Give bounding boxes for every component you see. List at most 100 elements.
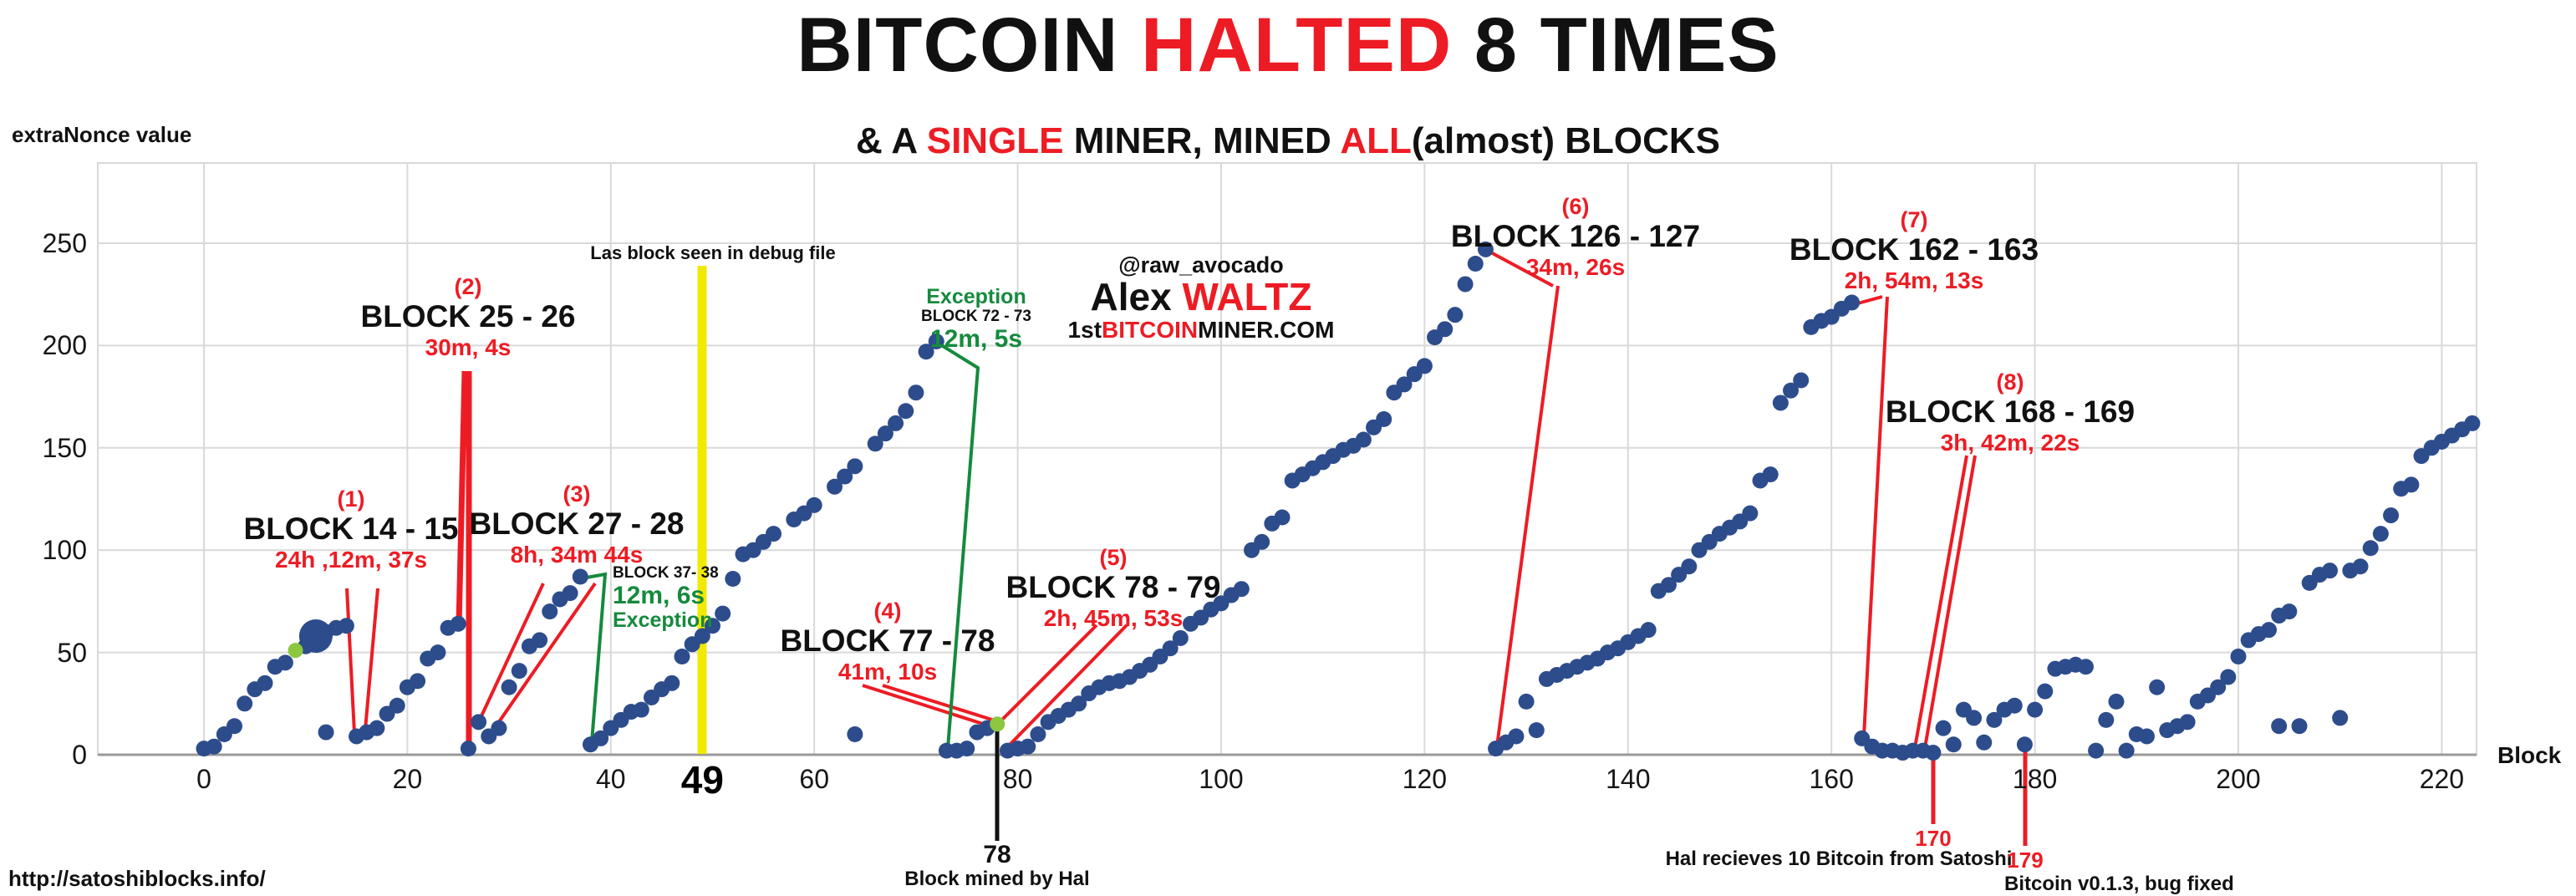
data-point xyxy=(1976,734,1993,751)
data-point xyxy=(2006,697,2023,714)
data-point xyxy=(1844,294,1861,311)
data-point xyxy=(1457,276,1474,293)
halt-time: 34m, 26s xyxy=(1525,253,1626,280)
data-point xyxy=(2383,507,2400,524)
data-point xyxy=(318,724,334,741)
data-point xyxy=(1274,509,1291,526)
y-tick-label: 150 xyxy=(42,432,87,463)
data-point xyxy=(471,714,487,731)
halt-annotation-8: (8) BLOCK 168 - 169 3h, 42m, 22s xyxy=(1793,369,2227,456)
x-tick-label: 200 xyxy=(2216,764,2261,794)
debug-file-label: Las block seen in debug file xyxy=(590,242,836,263)
halt-time: 24h ,12m, 37s xyxy=(274,546,428,573)
halt-4-line xyxy=(862,684,986,726)
data-point xyxy=(1986,711,2003,728)
halt-title: BLOCK 126 - 127 xyxy=(1450,219,1701,254)
data-point xyxy=(2088,742,2105,759)
exception-annotation-1: Exception BLOCK 72 - 73 12m, 5s xyxy=(851,286,1102,353)
halt-title: BLOCK 77 - 78 xyxy=(780,624,995,659)
data-point xyxy=(572,568,588,585)
data-point xyxy=(410,673,426,690)
x-tick-label-special: 49 xyxy=(680,758,724,802)
title-part-black1: BITCOIN xyxy=(797,3,1142,88)
y-tick-label: 200 xyxy=(42,330,87,361)
data-point xyxy=(2362,540,2379,557)
x-tick-label: 20 xyxy=(392,764,423,794)
data-point xyxy=(338,618,354,634)
data-point xyxy=(2291,718,2308,735)
data-point xyxy=(2108,693,2125,710)
data-point xyxy=(2261,622,2278,639)
exception-text: Exception xyxy=(926,285,1026,308)
data-point xyxy=(1447,307,1464,323)
highlight-point xyxy=(990,716,1005,732)
satoshi-tx-text: Hal recieves 10 Bitcoin from Satoshi xyxy=(1665,848,2013,870)
data-point xyxy=(2027,701,2044,718)
hal-block-number: 78 xyxy=(983,841,1011,868)
halt-4-line xyxy=(882,684,995,722)
x-tick-label: 120 xyxy=(1402,764,1448,794)
data-point xyxy=(430,644,446,661)
data-point xyxy=(542,603,558,620)
title-part-red: HALTED xyxy=(1141,3,1453,88)
halt-title: BLOCK 162 - 163 xyxy=(1789,232,2039,267)
data-point xyxy=(460,741,476,757)
data-point xyxy=(918,344,934,360)
data-point xyxy=(1772,395,1789,411)
bug-fix-text: Bitcoin v0.1.3, bug fixed xyxy=(2004,873,2234,895)
data-point xyxy=(725,570,741,587)
data-point xyxy=(450,615,466,632)
data-point xyxy=(2179,714,2196,731)
data-point xyxy=(766,526,782,542)
data-point xyxy=(847,458,863,475)
halt-6-line xyxy=(1495,285,1560,747)
data-point xyxy=(705,618,720,634)
halt-annotation-6: (6) BLOCK 126 - 127 34m, 26s xyxy=(1358,194,1793,280)
title-part-black2: 8 TIMES xyxy=(1452,3,1779,88)
data-point xyxy=(1172,629,1189,646)
data-point xyxy=(2281,603,2298,620)
data-point xyxy=(369,720,385,736)
y-axis-title: extraNonce value xyxy=(12,122,192,147)
data-point xyxy=(237,695,253,712)
data-point xyxy=(2138,728,2155,745)
data-point xyxy=(898,403,914,420)
halt-time: 8h, 34m 44s xyxy=(510,541,644,568)
data-point xyxy=(1233,581,1250,598)
data-point xyxy=(1518,693,1535,710)
halt-3-line xyxy=(478,583,545,720)
data-point xyxy=(389,697,405,714)
x-tick-label: 160 xyxy=(1809,764,1854,794)
exception-text: 12m, 5s xyxy=(929,324,1023,353)
source-url: http://satoshiblocks.info/ xyxy=(8,866,266,891)
data-point xyxy=(227,718,243,735)
x-tick-label: 80 xyxy=(1002,764,1033,794)
data-point xyxy=(2098,711,2115,728)
data-point xyxy=(491,720,507,736)
data-point xyxy=(2332,710,2349,726)
data-point xyxy=(959,741,975,757)
exception-2-line xyxy=(581,572,608,743)
x-tick-label: 40 xyxy=(596,764,626,794)
data-point xyxy=(1030,726,1046,743)
data-point xyxy=(1945,736,1962,753)
halt-annotation-5: (5) BLOCK 78 - 79 2h, 45m, 53s xyxy=(896,545,1331,631)
data-point xyxy=(1742,505,1759,522)
x-tick-label: 220 xyxy=(2419,764,2465,794)
halt-time: 41m, 10s xyxy=(837,658,938,685)
watermark: @raw_avocado Alex WALTZ 1stBITCOINMINER.… xyxy=(992,253,1410,342)
data-point xyxy=(2230,648,2247,664)
data-point xyxy=(2403,476,2420,493)
hal-block-callout: 78 Block mined by Hal xyxy=(872,841,1123,890)
data-point xyxy=(1762,466,1779,483)
data-point xyxy=(928,333,944,350)
data-point xyxy=(2149,679,2166,695)
bug-fix-block-number: 179 xyxy=(2007,848,2044,873)
exception-text: 12m, 6s xyxy=(613,581,705,609)
halt-number: (8) xyxy=(1996,369,2024,395)
watermark-name: Alex WALTZ xyxy=(1090,275,1312,319)
data-point xyxy=(2372,526,2389,542)
data-point xyxy=(664,675,680,691)
data-point xyxy=(1355,431,1372,448)
